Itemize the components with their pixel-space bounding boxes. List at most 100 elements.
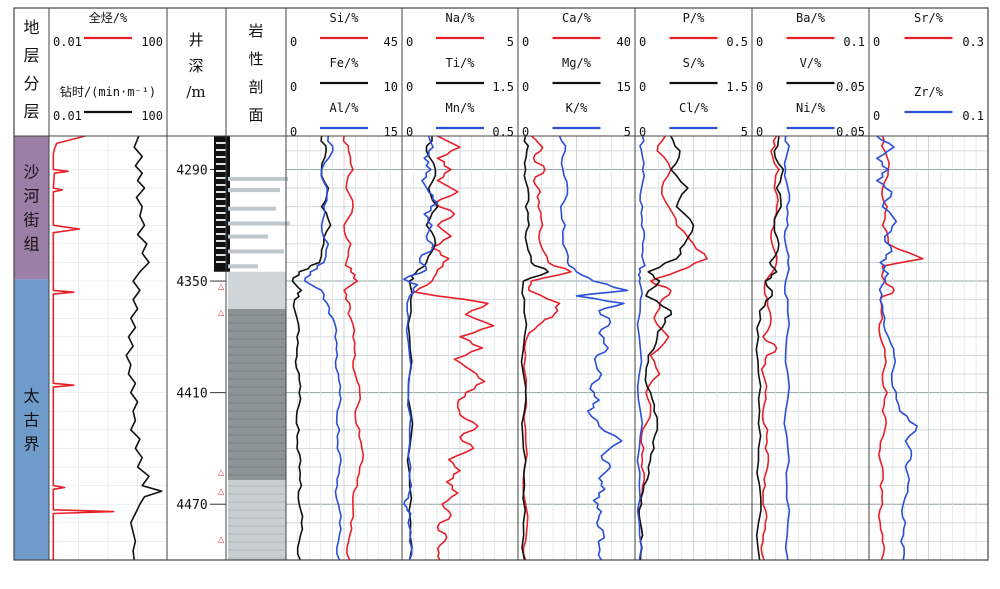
scale-min: 0.01 [53,109,82,123]
curve-minm [125,135,163,561]
header-char: 面 [248,106,263,124]
depth-tick-label: 4350 [176,275,207,290]
scale-max: 0.05 [836,125,865,139]
zone-band [14,136,49,280]
zone-label-char: 河 [23,187,39,206]
scale-max: 5 [507,35,514,49]
series-name: Fe/% [330,56,360,70]
scale-min: 0 [522,125,529,139]
scale-min: 0 [873,35,880,49]
header-char: 剖 [248,78,263,96]
series-name: Cl/% [679,101,709,115]
scale-max: 15 [617,80,631,94]
litho-light-bed [216,198,226,200]
curve-si [342,135,365,561]
series-name: Ti/% [446,56,476,70]
header-char: 性 [248,50,263,68]
series-name: Al/% [330,101,360,115]
litho-light-bed [216,205,226,207]
curve-s [638,135,695,561]
scale-min: 0 [406,125,413,139]
litho-light-bed [216,233,226,235]
curve- [52,135,115,560]
scale-max: 5 [741,125,748,139]
series-name: Na/% [446,11,476,25]
depth-tick-label: 4410 [176,387,207,402]
depth-tick-label: 4290 [176,163,207,178]
header-char: 层 [23,102,39,121]
header-char: 岩 [248,22,263,40]
litho-light-bed [216,254,226,256]
header-char: /m [186,83,205,101]
litho-light-bed [228,206,276,211]
curve-mg [520,135,550,561]
curves [52,135,924,561]
series-name: S/% [683,56,705,70]
litho-triangle: △ [218,535,225,544]
scale-max: 100 [141,109,163,123]
scale-max: 0.05 [836,80,865,94]
litho-light-bed [216,219,226,221]
litho-light-bed [228,221,290,226]
litho-light-bed [216,184,226,186]
series-name: K/% [566,101,588,115]
series-name: Sr/% [914,11,944,25]
litho-light-bed [216,191,226,193]
curve-p [638,135,708,561]
scale-min: 0 [406,35,413,49]
scale-min: 0 [639,80,646,94]
scale-max: 0.5 [726,35,748,49]
litho-light-bed [216,226,226,228]
litho-light-bed [216,156,226,158]
zone-label-char: 古 [23,411,39,430]
scale-min: 0 [639,125,646,139]
litho-light-bed [216,261,226,263]
scale-max: 0.3 [962,35,984,49]
header-char: 深 [188,57,203,75]
zone-label-char: 街 [23,211,39,230]
series-name: Zr/% [914,85,944,99]
series-name: Ni/% [796,101,826,115]
litho-light-granite [228,480,286,560]
scale-max: 45 [384,35,398,49]
scale-max: 15 [384,125,398,139]
scale-max: 0.1 [962,109,984,123]
curve-al [303,135,342,561]
litho-triangle: △ [218,282,225,291]
litho-light-bed [216,142,226,144]
series-name: Mg/% [562,56,592,70]
curve-k [558,135,629,561]
curve-zr [875,135,918,561]
curve-ba [760,135,780,561]
curve-na [414,135,495,561]
curve-mn [403,135,439,561]
scale-min: 0 [756,125,763,139]
header-char: 分 [23,74,39,93]
series-name: Mn/% [446,101,476,115]
scale-min: 0 [290,80,297,94]
series-name: Ba/% [796,11,826,25]
series-name: P/% [683,11,705,25]
scale-max: 10 [384,80,398,94]
series-name: 全烃/% [89,10,128,25]
series-name: V/% [800,56,822,70]
litho-light-bed [228,249,284,254]
series-name: Ca/% [562,11,592,25]
frame [13,7,989,561]
litho-dark-granite [228,308,286,481]
scale-max: 0.1 [843,35,865,49]
outer-frame [13,7,989,561]
scale-min: 0 [639,35,646,49]
zone-band [14,279,49,560]
scale-max: 0.5 [492,125,514,139]
litho-light-bed [216,247,226,249]
scale-min: 0 [406,80,413,94]
curve-cl [636,135,646,561]
scale-min: 0 [756,35,763,49]
scale-min: 0 [522,80,529,94]
litho-light-bed [228,264,258,269]
scale-min: 0 [873,109,880,123]
series-name: 钻时/(min·m⁻¹) [60,84,156,99]
